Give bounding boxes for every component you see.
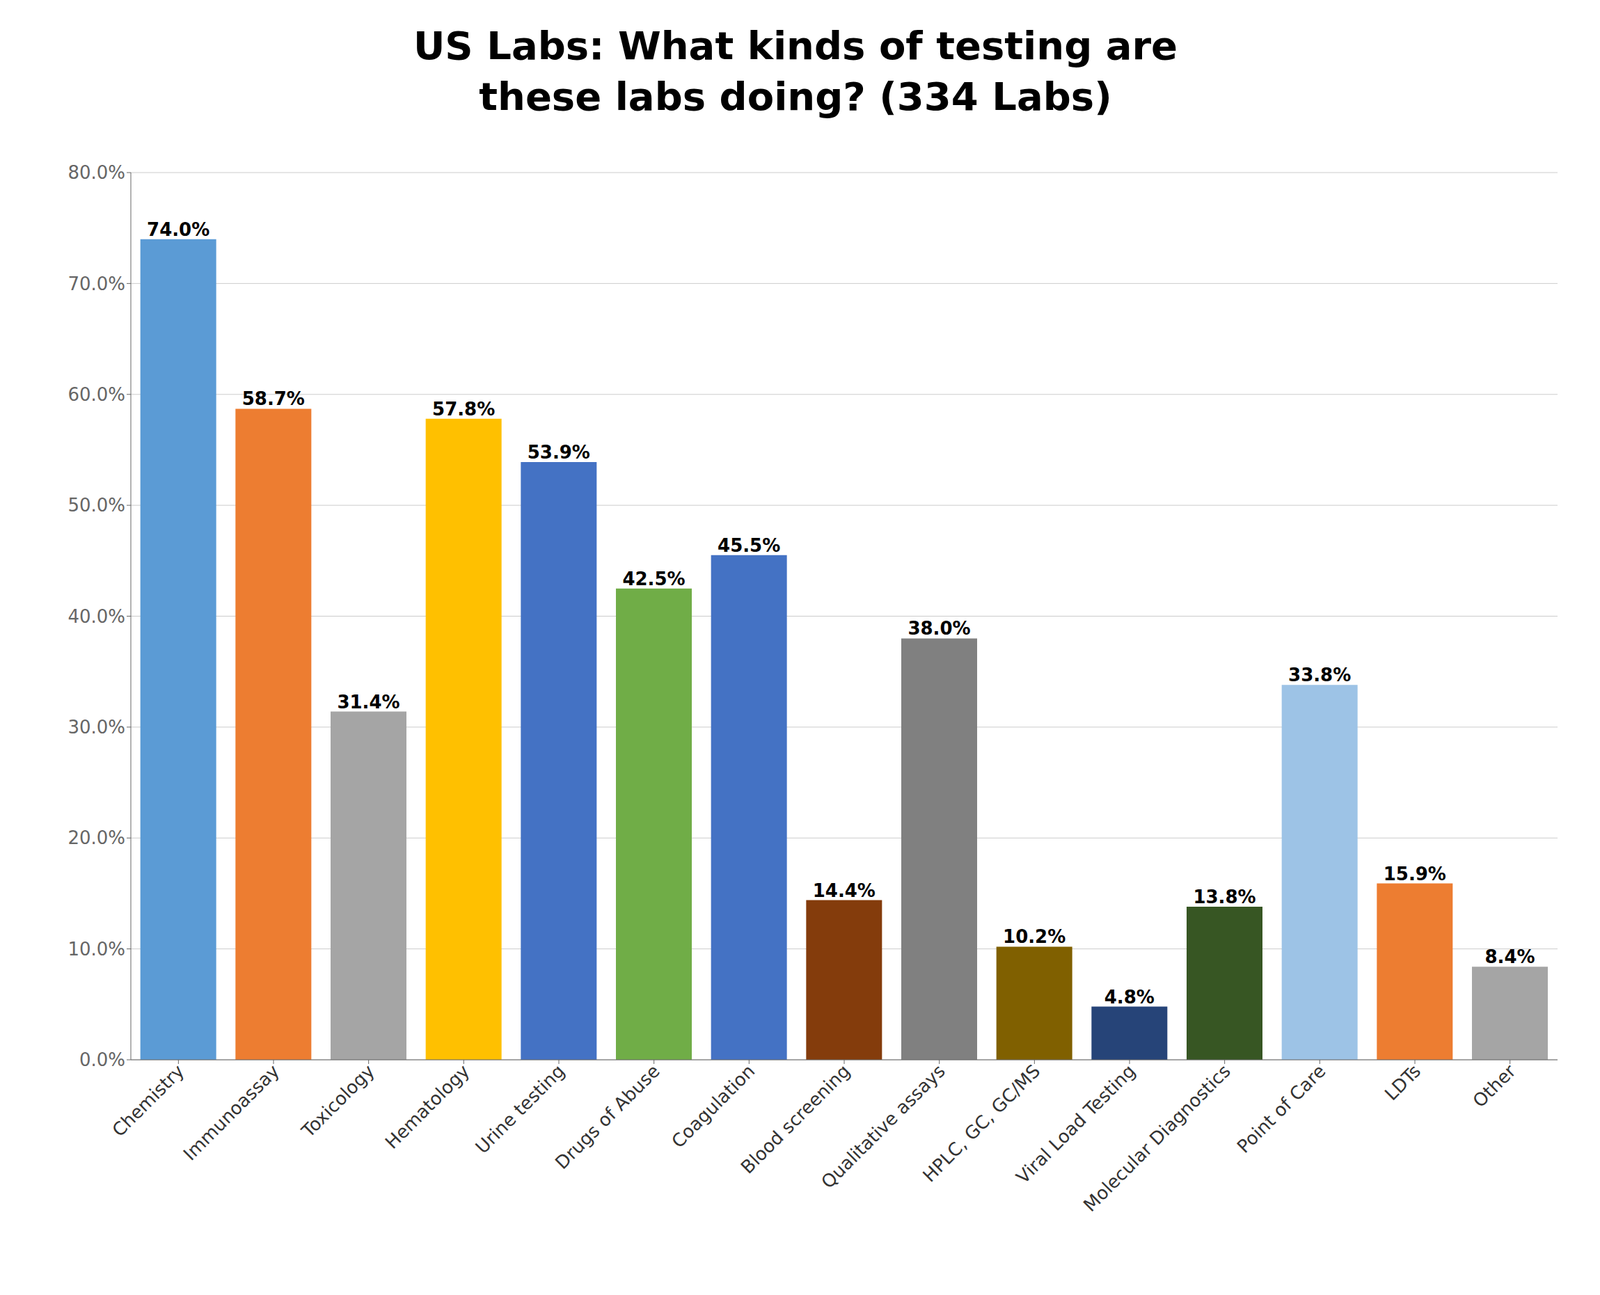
svg-text:Hematology: Hematology bbox=[381, 1060, 474, 1154]
svg-text:0.0%: 0.0% bbox=[79, 1049, 126, 1071]
svg-text:58.7%: 58.7% bbox=[242, 388, 305, 410]
svg-text:70.0%: 70.0% bbox=[67, 273, 126, 295]
svg-text:8.4%: 8.4% bbox=[1484, 946, 1535, 968]
svg-text:13.8%: 13.8% bbox=[1192, 886, 1256, 908]
svg-text:20.0%: 20.0% bbox=[67, 827, 126, 849]
svg-text:40.0%: 40.0% bbox=[67, 606, 126, 628]
svg-text:Drugs of Abuse: Drugs of Abuse bbox=[551, 1060, 664, 1174]
svg-text:Point of Care: Point of Care bbox=[1233, 1060, 1330, 1158]
svg-text:14.4%: 14.4% bbox=[812, 880, 876, 902]
svg-text:Viral Load Testing: Viral Load Testing bbox=[1012, 1060, 1140, 1188]
html-text:US Labs: What kinds of testing: US Labs: What kinds of testing are bbox=[413, 23, 1178, 69]
svg-text:60.0%: 60.0% bbox=[67, 384, 126, 406]
svg-text:Qualitative assays: Qualitative assays bbox=[817, 1060, 950, 1193]
svg-text:10.0%: 10.0% bbox=[67, 938, 126, 960]
svg-text:30.0%: 30.0% bbox=[67, 716, 126, 738]
svg-text:45.5%: 45.5% bbox=[717, 535, 781, 557]
svg-text:4.8%: 4.8% bbox=[1104, 986, 1155, 1008]
svg-text:74.0%: 74.0% bbox=[146, 219, 210, 241]
svg-text:50.0%: 50.0% bbox=[67, 494, 126, 516]
svg-text:Immunoassay: Immunoassay bbox=[179, 1060, 284, 1166]
svg-text:42.5%: 42.5% bbox=[622, 568, 685, 590]
svg-text:80.0%: 80.0% bbox=[67, 162, 126, 184]
svg-text:33.8%: 33.8% bbox=[1288, 664, 1351, 686]
svg-text:Other: Other bbox=[1468, 1060, 1520, 1113]
svg-text:53.9%: 53.9% bbox=[527, 441, 591, 463]
svg-text:Blood screening: Blood screening bbox=[736, 1060, 855, 1178]
svg-text:15.9%: 15.9% bbox=[1383, 863, 1447, 885]
svg-text:31.4%: 31.4% bbox=[336, 691, 400, 713]
svg-text:38.0%: 38.0% bbox=[907, 618, 971, 639]
html-text:these labs doing? (334 Labs): these labs doing? (334 Labs) bbox=[479, 73, 1112, 120]
svg-text:Chemistry: Chemistry bbox=[107, 1060, 188, 1141]
svg-text:Molecular Diagnostics: Molecular Diagnostics bbox=[1079, 1060, 1235, 1216]
svg-text:57.8%: 57.8% bbox=[432, 398, 495, 420]
svg-text:Coagulation: Coagulation bbox=[667, 1060, 759, 1152]
svg-text:10.2%: 10.2% bbox=[1002, 926, 1066, 948]
svg-text:LDTs: LDTs bbox=[1380, 1060, 1425, 1105]
svg-text:Urine testing: Urine testing bbox=[471, 1060, 569, 1159]
svg-text:HPLC, GC, GC/MS: HPLC, GC, GC/MS bbox=[918, 1060, 1045, 1187]
svg-text:Toxicology: Toxicology bbox=[297, 1060, 379, 1143]
